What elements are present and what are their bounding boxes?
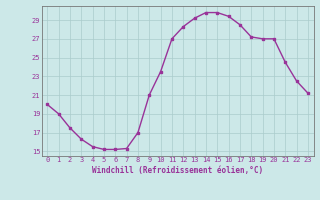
X-axis label: Windchill (Refroidissement éolien,°C): Windchill (Refroidissement éolien,°C) [92, 166, 263, 175]
